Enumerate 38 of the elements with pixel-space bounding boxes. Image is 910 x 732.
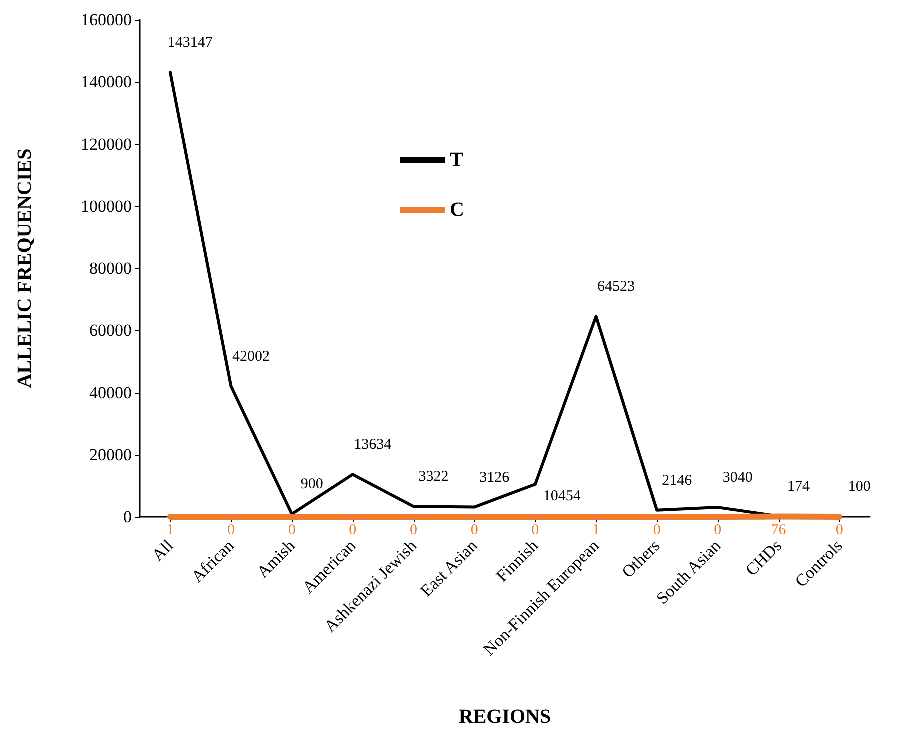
y-tick-label: 140000 <box>81 72 132 92</box>
x-tick-label: All <box>148 536 178 566</box>
data-label: 0 <box>532 522 540 538</box>
data-label: 10454 <box>543 488 582 505</box>
legend-label: C <box>450 199 464 221</box>
data-label: 0 <box>288 522 296 538</box>
data-label: 3040 <box>722 470 753 486</box>
data-label: 13634 <box>354 437 392 454</box>
y-tick-label: 20000 <box>90 445 132 464</box>
data-label: 3322 <box>418 469 449 486</box>
data-label: 900 <box>300 476 324 493</box>
data-label: 0 <box>836 522 844 538</box>
data-label: 2146 <box>662 472 693 489</box>
x-axis-title: REGIONS <box>458 706 552 728</box>
data-label: 143147 <box>168 34 214 51</box>
y-tick-label: 0 <box>124 508 132 526</box>
data-label: 0 <box>470 522 478 538</box>
data-label: 0 <box>228 522 235 538</box>
data-label: 0 <box>349 522 357 538</box>
data-label: 174 <box>788 478 810 495</box>
y-tick-label: 80000 <box>90 259 132 278</box>
data-label: 0 <box>410 522 418 538</box>
data-label: 3126 <box>480 470 510 486</box>
data-label: 0 <box>714 522 722 538</box>
y-tick-label: 100000 <box>81 196 132 216</box>
y-tick-label: 160000 <box>81 10 132 30</box>
y-tick-label: 120000 <box>81 134 132 154</box>
y-axis-title: ALLELIC FREQUENCIES <box>14 148 36 388</box>
data-label: 64523 <box>598 279 635 296</box>
data-label: 0 <box>653 522 661 538</box>
legend-label: T <box>450 149 464 171</box>
data-label: 100 <box>848 479 871 496</box>
data-label: 76 <box>771 522 787 538</box>
data-label: 1 <box>592 522 600 538</box>
y-tick-label: 60000 <box>90 321 132 340</box>
y-tick-label: 40000 <box>90 383 132 402</box>
data-label: 1 <box>166 522 174 538</box>
data-label: 42002 <box>232 349 270 366</box>
